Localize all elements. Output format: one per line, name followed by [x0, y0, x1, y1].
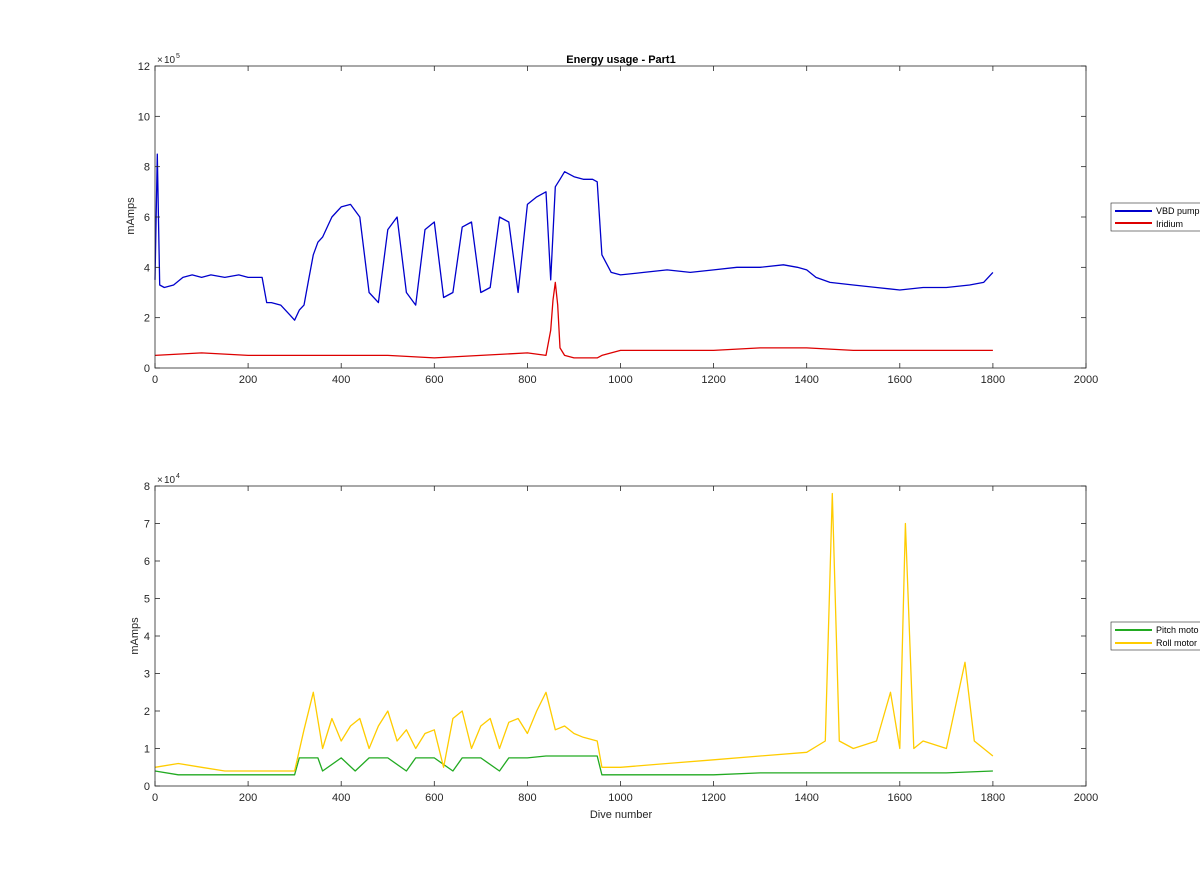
x-tick-label: 800 [518, 374, 536, 386]
chart-title: Energy usage - Part1 [566, 54, 675, 66]
y-tick-label: 4 [144, 262, 150, 274]
x-tick-label: 0 [152, 374, 158, 386]
y-tick-label: 10 [138, 111, 150, 123]
series-line-roll-motor [154, 492, 994, 772]
legend-label: VBD pump [1156, 206, 1200, 216]
x-tick-label: 600 [425, 374, 443, 386]
svg-text:5: 5 [176, 53, 180, 60]
y-axis-label: mAmps [129, 617, 141, 655]
x-tick-label: 1400 [794, 374, 818, 386]
y-exponent-label: × 10 4 [157, 473, 180, 486]
series-line-pitch-moto [154, 755, 993, 776]
x-tick-label: 2000 [1074, 374, 1098, 386]
y-tick-label: 12 [138, 61, 150, 73]
x-axis-label: Dive number [590, 809, 653, 821]
y-tick-label: 2 [144, 313, 150, 325]
x-tick-label: 1800 [981, 374, 1005, 386]
y-tick-label: 3 [144, 669, 150, 681]
x-tick-label: 400 [332, 792, 350, 804]
bottom-chart-panel: × 10 4 mAmps Dive number 0 200 400 600 800 10… [129, 473, 1200, 821]
y-tick-label: 2 [144, 706, 150, 718]
legend-item-pitch-moto: Pitch moto [1115, 625, 1199, 635]
legend-label: Roll motor [1156, 638, 1197, 648]
y-axis-label: mAmps [125, 197, 137, 235]
x-tick-label: 1200 [701, 374, 725, 386]
svg-text:10: 10 [164, 55, 176, 66]
y-tick-label: 7 [144, 519, 150, 531]
x-tick-label: 1000 [608, 792, 632, 804]
x-tick-label: 600 [425, 792, 443, 804]
y-tick-label: 0 [144, 781, 150, 793]
legend-label: Pitch moto [1156, 625, 1199, 635]
x-tick-label: 0 [152, 792, 158, 804]
legend-item-iridium: Iridium [1115, 219, 1183, 229]
y-tick-label: 6 [144, 556, 150, 568]
x-tick-label: 200 [239, 792, 257, 804]
y-exponent-label: × 10 5 [157, 53, 180, 66]
legend-label: Iridium [1156, 219, 1183, 229]
x-tick-label: 800 [518, 792, 536, 804]
svg-text:4: 4 [176, 473, 180, 480]
y-tick-label: 1 [144, 744, 150, 756]
x-tick-label: 200 [239, 374, 257, 386]
x-tick-label: 1600 [888, 792, 912, 804]
x-tick-label: 1600 [888, 374, 912, 386]
legend-box [1110, 202, 1200, 232]
svg-text:×: × [157, 55, 163, 66]
svg-text:×: × [157, 475, 163, 486]
y-tick-label: 8 [144, 162, 150, 174]
x-tick-label: 2000 [1074, 792, 1098, 804]
legend: VBD pump Iridium [1110, 202, 1200, 232]
y-tick-label: 6 [144, 212, 150, 224]
legend-box [1110, 621, 1200, 651]
series-line-iridium [154, 281, 993, 359]
svg-text:10: 10 [164, 475, 176, 486]
x-tick-label: 1400 [794, 792, 818, 804]
y-tick-label: 4 [144, 631, 150, 643]
series-line-vbd-pump [154, 153, 994, 321]
top-chart-panel: Energy usage - Part1 × 10 5 mAmps 0 200 40… [125, 53, 1200, 386]
legend-item-vbd-pump: VBD pump [1115, 206, 1200, 216]
legend-item-roll-motor: Roll motor [1115, 638, 1197, 648]
x-tick-label: 1000 [608, 374, 632, 386]
x-tick-label: 1200 [701, 792, 725, 804]
y-tick-label: 5 [144, 594, 150, 606]
y-tick-label: 0 [144, 363, 150, 375]
legend: Pitch moto Roll motor [1110, 621, 1200, 651]
x-tick-label: 1800 [981, 792, 1005, 804]
y-tick-label: 8 [144, 481, 150, 493]
x-tick-label: 400 [332, 374, 350, 386]
